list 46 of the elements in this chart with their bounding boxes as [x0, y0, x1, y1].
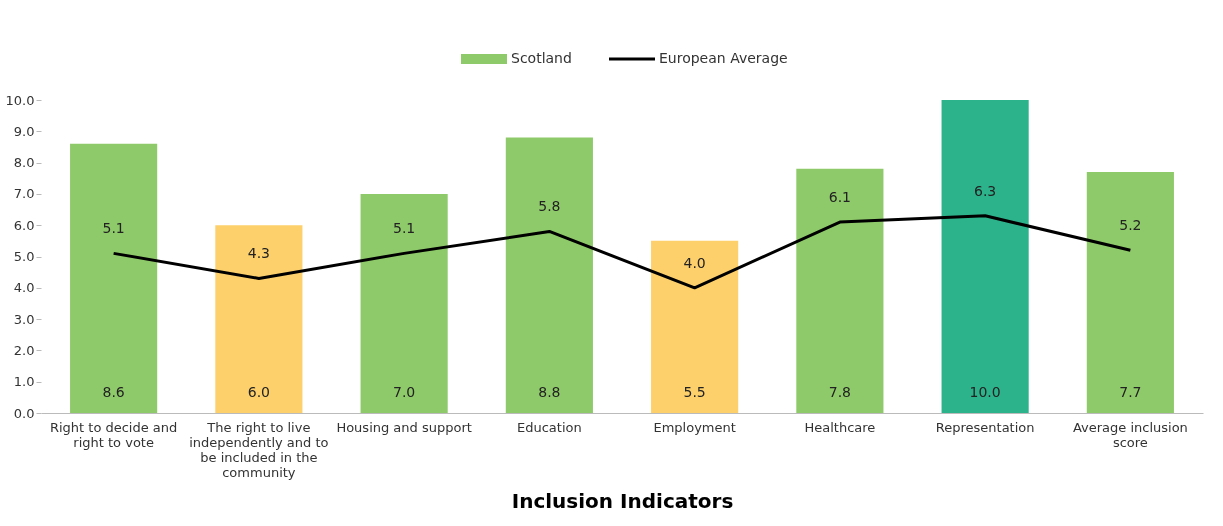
- data-label: 5.2: [1119, 217, 1142, 234]
- data-label: 6.3: [973, 182, 997, 199]
- y-tick-label: 9.0: [13, 123, 35, 139]
- bar: [1086, 171, 1174, 413]
- data-label: 5.1: [102, 220, 125, 237]
- data-label: 4.0: [683, 254, 706, 271]
- data-label: 8.6: [102, 384, 125, 400]
- bar: [360, 193, 448, 413]
- data-label: 10.0: [969, 384, 1001, 400]
- legend-label: European Average: [659, 50, 788, 66]
- x-tick-label: The right to live independently and to be included in the community: [189, 419, 329, 480]
- data-label: 6.1: [828, 189, 852, 206]
- y-tick-label: 2.0: [13, 342, 35, 358]
- data-label: 5.8: [538, 198, 561, 215]
- data-label: 4.3: [247, 245, 271, 262]
- bar: [70, 143, 158, 413]
- data-label: 7.0: [392, 384, 416, 400]
- legend-label: Scotland: [511, 50, 572, 66]
- y-tick-label: 3.0: [13, 311, 35, 327]
- data-label: 5.1: [392, 220, 416, 237]
- bar: [796, 168, 884, 413]
- x-tick-label: Education: [517, 419, 582, 435]
- x-tick-label: Right to decide and right to vote: [49, 419, 178, 450]
- bar: [941, 100, 1029, 413]
- x-tick-label: Employment: [653, 419, 736, 435]
- x-tick-label: Housing and support: [336, 419, 472, 435]
- y-tick-label: 8.0: [13, 155, 35, 171]
- data-label: 7.7: [1119, 384, 1142, 400]
- y-tick-label: 4.0: [13, 280, 35, 296]
- data-label: 8.8: [538, 384, 561, 400]
- y-tick-label: 10.0: [5, 92, 35, 108]
- bar: [651, 240, 739, 413]
- y-tick-label: 6.0: [13, 217, 35, 233]
- y-tick-label: 5.0: [13, 249, 35, 264]
- data-label: 6.0: [247, 384, 271, 400]
- x-axis-title: Inclusion Indicators: [511, 488, 734, 513]
- bar: [505, 137, 593, 413]
- data-label: 5.5: [683, 384, 706, 400]
- bar: [215, 225, 303, 413]
- data-label: 7.8: [828, 384, 852, 400]
- x-tick-label: Average inclusion score: [1072, 419, 1188, 450]
- y-tick-label: 7.0: [13, 186, 35, 202]
- y-tick-label: 0.0: [13, 405, 35, 421]
- x-tick-label: Representation: [935, 419, 1035, 435]
- x-tick-label: Healthcare: [804, 419, 876, 435]
- y-tick-label: 1.0: [13, 374, 35, 390]
